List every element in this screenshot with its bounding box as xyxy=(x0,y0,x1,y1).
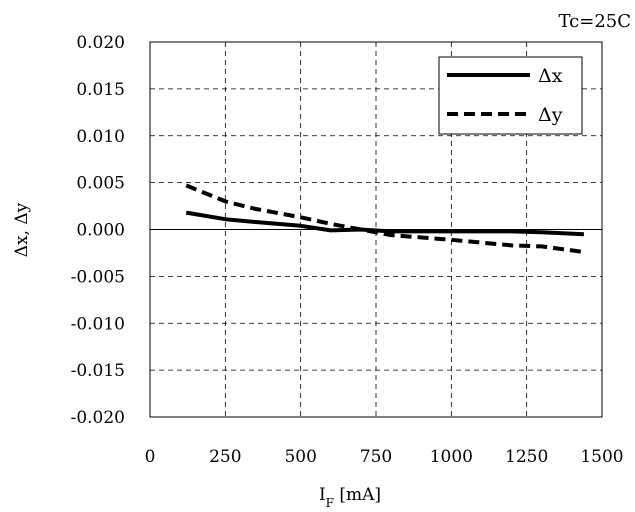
x-axis-label-unit: [mA] xyxy=(334,485,381,505)
y-tick-label: -0.010 xyxy=(71,314,125,334)
x-axis-label-main: I xyxy=(319,485,326,505)
y-tick-label: 0.010 xyxy=(76,127,125,147)
x-tick-label: 0 xyxy=(145,447,156,467)
y-tick-label: 0.000 xyxy=(76,221,125,241)
series-group xyxy=(185,183,585,254)
y-axis-label: Δx, Δy xyxy=(12,202,32,257)
x-axis-label: IF [mA] xyxy=(319,485,381,510)
legend: Δx Δy xyxy=(438,56,583,135)
x-tick-label: 1500 xyxy=(580,447,623,467)
y-tick-label: 0.015 xyxy=(76,80,125,100)
y-tick-label: -0.015 xyxy=(71,361,125,381)
y-tick-label: -0.005 xyxy=(71,267,125,287)
y-tick-label: 0.005 xyxy=(76,174,125,194)
legend-box xyxy=(438,56,583,135)
x-tick-label: 250 xyxy=(209,447,241,467)
x-axis-label-subscript: F xyxy=(326,496,334,510)
series-line-dy xyxy=(185,183,585,254)
plot-frame xyxy=(149,41,603,418)
grid xyxy=(150,42,602,417)
y-tick-label: 0.020 xyxy=(76,33,125,53)
x-tick-label: 1000 xyxy=(430,447,473,467)
series-line-dx xyxy=(185,210,584,237)
y-tick-label: -0.020 xyxy=(71,408,125,428)
legend-label-dx: Δx xyxy=(538,65,563,87)
x-tick-label: 750 xyxy=(360,447,392,467)
x-tick-label: 500 xyxy=(284,447,316,467)
x-tick-labels: 0 250 500 750 1000 1250 1500 xyxy=(145,447,624,467)
temperature-annotation: Tc=25C xyxy=(559,11,631,32)
y-tick-labels: 0.020 0.015 0.010 0.005 0.000 -0.005 -0.010 -0.… xyxy=(71,33,125,428)
x-tick-label: 1250 xyxy=(505,447,548,467)
legend-label-dy: Δy xyxy=(538,104,563,126)
